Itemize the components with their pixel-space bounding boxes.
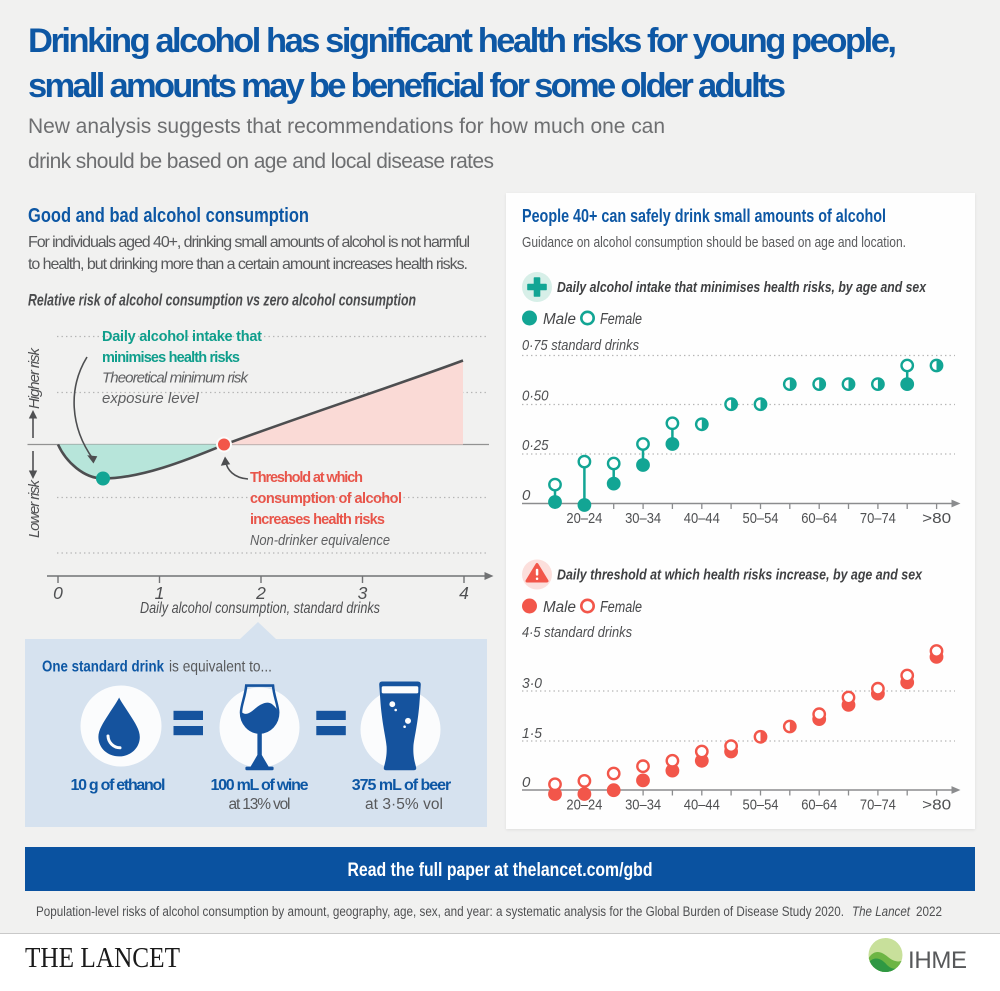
svg-text:20–24: 20–24	[566, 510, 602, 527]
svg-text:Guidance on alcohol consumptio: Guidance on alcohol consumption should b…	[522, 234, 906, 251]
svg-text:IHME: IHME	[908, 947, 969, 974]
svg-text:Female: Female	[600, 599, 642, 616]
svg-text:0·50: 0·50	[522, 388, 549, 405]
svg-text:Male: Male	[543, 599, 576, 616]
svg-text:40–44: 40–44	[684, 510, 720, 527]
svg-text:4: 4	[459, 583, 469, 603]
svg-text:Daily threshold at which healt: Daily threshold at which health risks in…	[557, 567, 923, 584]
svg-text:70–74: 70–74	[860, 510, 896, 527]
svg-text:Male: Male	[543, 311, 576, 328]
svg-text:Drinking alcohol has significa: Drinking alcohol has significant health …	[28, 22, 897, 60]
svg-text:Relative risk of alcohol consu: Relative risk of alcohol consumption vs …	[28, 292, 416, 310]
svg-text:50–54: 50–54	[743, 510, 779, 527]
svg-text:drink should be based on age a: drink should be based on age and local d…	[28, 150, 494, 173]
svg-text:3·0: 3·0	[522, 675, 543, 692]
svg-text:consumption of alcohol: consumption of alcohol	[250, 491, 402, 507]
svg-text:to health, but drinking more t: to health, but drinking more than a cert…	[28, 256, 468, 273]
svg-text:People 40+ can safely drink sm: People 40+ can safely drink small amount…	[522, 206, 886, 226]
svg-text:1·5: 1·5	[522, 725, 543, 742]
svg-text:For individuals aged 40+, drin: For individuals aged 40+, drinking small…	[28, 234, 470, 251]
svg-text:Lower risk: Lower risk	[26, 479, 43, 539]
svg-text:Non-drinker equivalence: Non-drinker equivalence	[250, 532, 390, 549]
svg-text:0: 0	[53, 583, 63, 603]
svg-text:0·25: 0·25	[522, 437, 549, 454]
svg-text:Threshold at which: Threshold at which	[250, 470, 363, 486]
svg-text:2022: 2022	[916, 904, 942, 919]
svg-text:Read the full paper at thelanc: Read the full paper at thelancet.com/gbd	[348, 860, 653, 881]
svg-text:60–64: 60–64	[801, 510, 837, 527]
svg-text:4·5 standard drinks: 4·5 standard drinks	[522, 624, 632, 641]
svg-text:0·75 standard drinks: 0·75 standard drinks	[522, 337, 639, 354]
svg-text:70–74: 70–74	[860, 797, 896, 814]
svg-text:Female: Female	[600, 311, 642, 328]
svg-text:Theoretical minimum risk: Theoretical minimum risk	[102, 370, 250, 387]
svg-text:0: 0	[522, 774, 531, 791]
svg-text:The Lancet: The Lancet	[852, 904, 911, 919]
svg-text:60–64: 60–64	[801, 797, 837, 814]
svg-text:50–54: 50–54	[743, 797, 779, 814]
svg-text:Population-level risks of alco: Population-level risks of alcohol consum…	[36, 904, 844, 919]
svg-text:Good and bad alcohol consumpti: Good and bad alcohol consumption	[28, 204, 309, 227]
svg-text:Daily alcohol intake that mini: Daily alcohol intake that minimises heal…	[557, 279, 927, 296]
svg-text:30–34: 30–34	[625, 510, 661, 527]
svg-text:minimises health risks: minimises health risks	[102, 350, 240, 366]
svg-text:30–34: 30–34	[625, 797, 661, 814]
svg-text:40–44: 40–44	[684, 797, 720, 814]
svg-text:100 mL of wine: 100 mL of wine	[211, 777, 309, 794]
svg-text:increases health risks: increases health risks	[250, 512, 385, 528]
svg-text:Daily alcohol consumption, sta: Daily alcohol consumption, standard drin…	[140, 600, 380, 617]
svg-text:exposure level: exposure level	[102, 390, 199, 407]
svg-text:375 mL of beer: 375 mL of beer	[352, 777, 452, 794]
svg-text:20–24: 20–24	[566, 797, 602, 814]
svg-text:>80: >80	[922, 510, 951, 527]
svg-text:New analysis suggests that rec: New analysis suggests that recommendatio…	[28, 115, 665, 138]
svg-text:10 g of ethanol: 10 g of ethanol	[71, 777, 166, 794]
svg-text:at 3·5% vol: at 3·5% vol	[365, 796, 443, 813]
svg-text:1: 1	[155, 583, 165, 603]
svg-text:Daily alcohol intake that: Daily alcohol intake that	[102, 329, 262, 345]
svg-text:is equivalent to...: is equivalent to...	[169, 659, 272, 676]
svg-text:Higher risk: Higher risk	[26, 347, 43, 410]
svg-text:One standard drink: One standard drink	[42, 659, 164, 676]
svg-text:0: 0	[522, 487, 531, 504]
svg-text:>80: >80	[922, 797, 951, 814]
svg-text:3: 3	[358, 583, 368, 603]
svg-text:at 13% vol: at 13% vol	[229, 796, 291, 813]
svg-text:2: 2	[255, 583, 266, 603]
svg-text:THE LANCET: THE LANCET	[25, 943, 180, 974]
svg-text:small amounts may be beneficia: small amounts may be beneficial for some…	[28, 67, 786, 105]
